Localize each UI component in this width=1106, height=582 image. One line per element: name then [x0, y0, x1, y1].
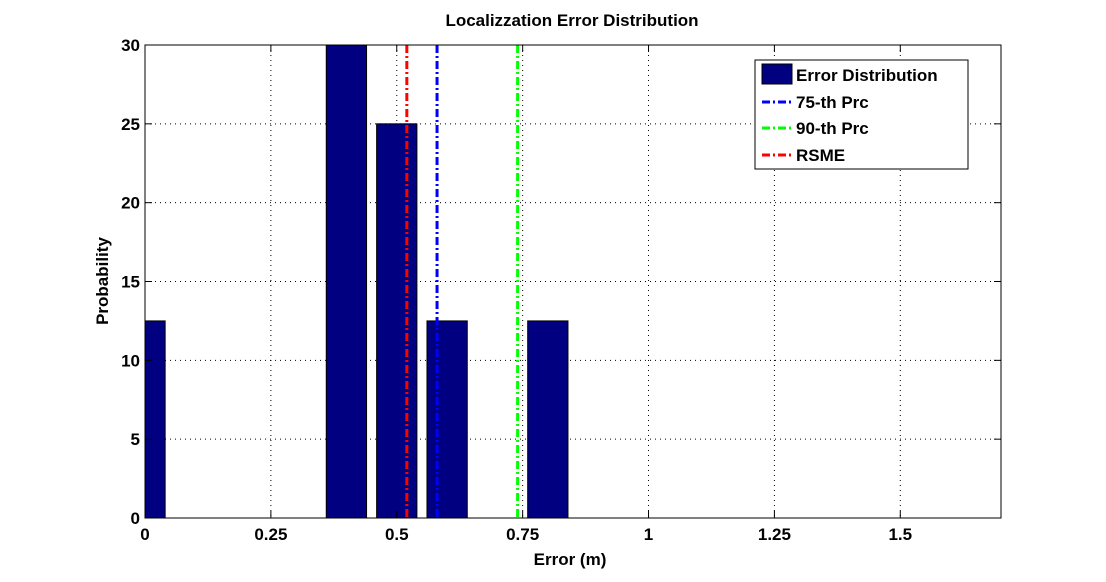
y-tick-label: 30	[121, 36, 140, 55]
y-tick-label: 5	[131, 430, 140, 449]
bar	[426, 320, 468, 519]
x-tick-label: 0	[140, 525, 149, 544]
bar	[325, 44, 368, 519]
legend-label-75th: 75-th Prc	[796, 93, 869, 112]
y-tick-label: 20	[121, 194, 140, 213]
bar	[144, 320, 166, 519]
chart-title: Localizzation Error Distribution	[445, 11, 698, 30]
x-tick-label: 0.25	[254, 525, 287, 544]
y-tick-label: 25	[121, 115, 140, 134]
x-axis-label: Error (m)	[534, 550, 607, 569]
x-axis-ticks: 0 0.25 0.5 0.75 1 1.25 1.5	[140, 45, 912, 544]
legend: Error Distribution 75-th Prc 90-th Prc R…	[754, 59, 969, 170]
x-tick-label: 0.5	[385, 525, 409, 544]
y-tick-label: 0	[131, 509, 140, 528]
y-axis-ticks: 0 5 10 15 20 25 30	[121, 36, 1001, 528]
legend-swatch-bars	[761, 63, 793, 85]
y-tick-label: 15	[121, 273, 140, 292]
legend-label-90th: 90-th Prc	[796, 119, 869, 138]
x-tick-label: 1	[644, 525, 653, 544]
x-tick-label: 1.25	[758, 525, 791, 544]
bar	[527, 320, 569, 519]
legend-label-bars: Error Distribution	[796, 66, 938, 85]
legend-label-rsme: RSME	[796, 146, 845, 165]
y-axis-label: Probability	[93, 237, 112, 325]
x-tick-label: 0.75	[506, 525, 539, 544]
bar	[376, 123, 418, 519]
bars-layer	[144, 44, 569, 519]
x-tick-label: 1.5	[888, 525, 912, 544]
vlines-layer	[405, 45, 520, 518]
y-tick-label: 10	[121, 351, 140, 370]
